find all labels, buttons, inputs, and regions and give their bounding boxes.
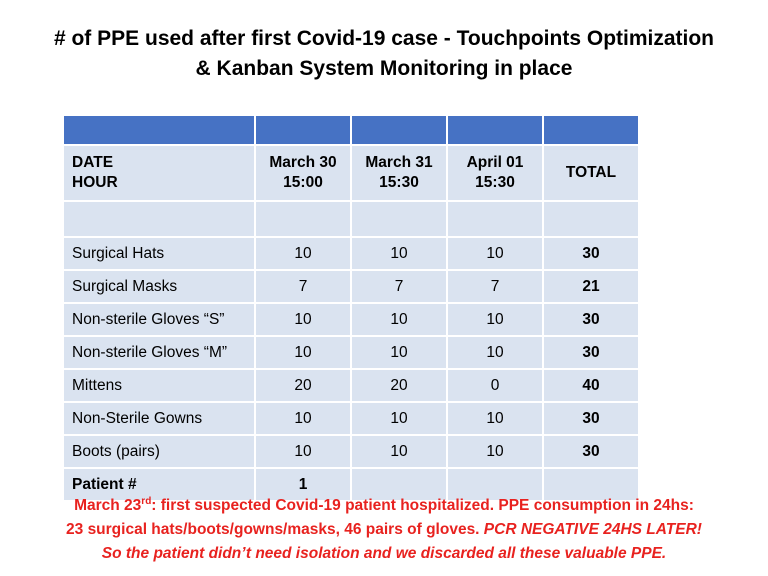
row-total: 40 (542, 368, 640, 403)
row-value: 10 (254, 434, 352, 469)
table-row: Mittens 20 20 0 40 (62, 368, 640, 403)
row-total: 30 (542, 236, 640, 271)
page-title: # of PPE used after first Covid-19 case … (0, 24, 768, 84)
row-value: 10 (350, 236, 448, 271)
table-header-row: DATE HOUR March 30 15:00 March 31 15:30 … (62, 144, 640, 202)
row-value: 20 (350, 368, 448, 403)
row-value: 10 (254, 302, 352, 337)
patient-total (542, 467, 640, 502)
row-value: 0 (446, 368, 544, 403)
patient-value (350, 467, 448, 502)
row-value: 10 (446, 401, 544, 436)
footnote-line-1: March 23rd: first suspected Covid-19 pat… (74, 495, 694, 514)
row-value: 10 (254, 335, 352, 370)
title-line-1: # of PPE used after first Covid-19 case … (53, 27, 715, 50)
ppe-usage-table: DATE HOUR March 30 15:00 March 31 15:30 … (62, 114, 640, 502)
row-label: Boots (pairs) (62, 434, 256, 469)
footnote: March 23rd: first suspected Covid-19 pat… (0, 494, 768, 566)
row-label: Non-sterile Gloves “M” (62, 335, 256, 370)
row-value: 10 (350, 401, 448, 436)
table-row: Boots (pairs) 10 10 10 30 (62, 434, 640, 469)
row-value: 10 (446, 236, 544, 271)
footnote-line-3: So the patient didn’t need isolation and… (101, 545, 667, 562)
row-value: 10 (446, 434, 544, 469)
row-value: 10 (446, 302, 544, 337)
header-column-2: March 31 15:30 (350, 144, 448, 202)
table-row: Non-sterile Gloves “M” 10 10 10 30 (62, 335, 640, 370)
row-value: 7 (446, 269, 544, 304)
row-total: 30 (542, 335, 640, 370)
table-row: Non-Sterile Gowns 10 10 10 30 (62, 401, 640, 436)
footnote-line-2: 23 surgical hats/boots/gowns/masks, 46 p… (66, 521, 702, 538)
table-spacer-row (62, 200, 640, 238)
row-value: 20 (254, 368, 352, 403)
row-value: 7 (350, 269, 448, 304)
row-label: Mittens (62, 368, 256, 403)
patient-row: Patient # 1 (62, 467, 640, 502)
row-label: Surgical Hats (62, 236, 256, 271)
row-value: 7 (254, 269, 352, 304)
row-label: Non-Sterile Gowns (62, 401, 256, 436)
patient-label: Patient # (62, 467, 256, 502)
row-value: 10 (350, 335, 448, 370)
row-total: 30 (542, 401, 640, 436)
table-row: Non-sterile Gloves “S” 10 10 10 30 (62, 302, 640, 337)
row-value: 10 (254, 236, 352, 271)
table-row: Surgical Masks 7 7 7 21 (62, 269, 640, 304)
row-value: 10 (350, 434, 448, 469)
row-total: 21 (542, 269, 640, 304)
row-total: 30 (542, 302, 640, 337)
patient-value: 1 (254, 467, 352, 502)
row-label: Non-sterile Gloves “S” (62, 302, 256, 337)
row-value: 10 (254, 401, 352, 436)
header-column-3: April 01 15:30 (446, 144, 544, 202)
table-header-band (62, 114, 640, 146)
header-column-1: March 30 15:00 (254, 144, 352, 202)
title-line-2: & Kanban System Monitoring in place (195, 57, 573, 80)
row-total: 30 (542, 434, 640, 469)
row-value: 10 (446, 335, 544, 370)
row-label: Surgical Masks (62, 269, 256, 304)
header-date-hour: DATE HOUR (62, 144, 256, 202)
patient-value (446, 467, 544, 502)
table-row: Surgical Hats 10 10 10 30 (62, 236, 640, 271)
header-total: TOTAL (542, 144, 640, 202)
row-value: 10 (350, 302, 448, 337)
